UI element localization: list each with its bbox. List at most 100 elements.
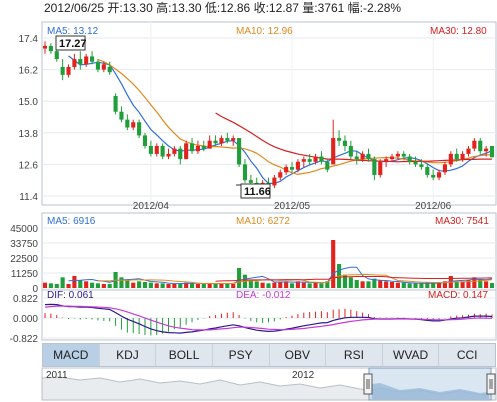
candlestick — [101, 61, 106, 73]
candlestick — [225, 132, 230, 144]
volume-tick-label: 33750 — [10, 239, 38, 250]
volume-bar — [54, 284, 59, 288]
volume-bar — [401, 282, 406, 288]
navigator-right-handle[interactable] — [486, 373, 496, 395]
tab-wvad[interactable]: WVAD — [383, 344, 440, 366]
price-tick-label: 15.0 — [19, 97, 39, 108]
candlestick — [360, 151, 365, 162]
candlestick — [448, 151, 453, 168]
quote-open: 13.30 — [123, 1, 153, 15]
indicator-tabs: MACD KDJ BOLL PSY OBV RSI WVAD CCI — [42, 343, 496, 367]
volume-bar — [289, 283, 295, 288]
volume-bar — [319, 283, 324, 288]
tab-macd[interactable]: MACD — [43, 344, 100, 366]
volume-ma10-legend: MA10: 6272 — [236, 216, 290, 227]
candlestick — [213, 135, 218, 146]
volume-ma5-line — [68, 266, 493, 285]
volume-bar — [48, 283, 53, 288]
volume-bar — [142, 282, 148, 288]
price-tick-label: 12.6 — [19, 160, 39, 171]
date-tick-label: 2012/06 — [415, 201, 452, 212]
candlestick — [284, 164, 289, 175]
candlestick — [407, 153, 412, 165]
volume-bar — [66, 284, 71, 288]
tab-rsi[interactable]: RSI — [326, 344, 383, 366]
volume-bar — [372, 278, 377, 288]
tab-obv[interactable]: OBV — [270, 344, 327, 366]
candlestick — [219, 135, 224, 146]
candlestick — [295, 159, 300, 173]
price-ma30-line — [215, 112, 492, 163]
navigator-left-handle[interactable] — [363, 373, 373, 395]
volume-bar — [466, 280, 471, 288]
candlestick — [131, 119, 136, 131]
candlestick — [60, 59, 65, 81]
candlestick — [454, 148, 459, 162]
volume-bar — [119, 277, 124, 288]
tab-psy[interactable]: PSY — [213, 344, 270, 366]
candlestick — [137, 119, 142, 139]
quote-header: 2012/06/25 开:13.30 高:13.30 低:12.86 收:12.… — [44, 0, 401, 15]
volume-bar — [301, 282, 306, 288]
volume-bar — [331, 240, 336, 288]
price-tick-label: 17.4 — [19, 34, 39, 45]
candlestick — [272, 174, 277, 189]
volume-bar — [395, 282, 400, 288]
volume-bar — [254, 281, 259, 288]
volume-tick-label: 11250 — [11, 269, 39, 280]
volume-bar — [42, 282, 48, 288]
candlestick — [331, 119, 336, 165]
candlestick — [484, 145, 489, 157]
candlestick — [372, 156, 377, 181]
volume-bar — [407, 283, 412, 288]
volume-bar — [107, 284, 112, 288]
tab-cci[interactable]: CCI — [456, 348, 478, 362]
candlestick — [231, 135, 236, 146]
candlestick — [401, 151, 406, 160]
candlestick — [72, 53, 77, 70]
candlestick — [95, 59, 100, 73]
volume-bar — [442, 281, 448, 288]
volume-bar — [354, 280, 359, 288]
macd-value-legend: MACD: 0.147 — [428, 290, 488, 301]
candlestick — [366, 148, 371, 162]
volume-bar — [84, 281, 89, 288]
volume-ma30-legend: MA30: 7541 — [435, 216, 489, 227]
volume-bar — [366, 281, 371, 288]
tab-boll[interactable]: BOLL — [156, 344, 213, 366]
candlestick — [460, 151, 465, 162]
candlestick — [142, 132, 148, 149]
quote-change: -2.28% — [363, 1, 401, 15]
candlestick — [113, 93, 118, 115]
volume-bar — [389, 282, 395, 288]
candlestick — [419, 159, 424, 170]
volume-bar — [489, 282, 495, 288]
volume-ma30-line — [215, 276, 493, 282]
macd-dif-legend: DIF: 0.061 — [47, 290, 94, 301]
candlestick — [42, 41, 48, 54]
volume-bar — [484, 281, 489, 288]
volume-bar — [160, 283, 165, 288]
volume-bar — [231, 284, 236, 288]
volume-bar — [472, 277, 477, 288]
candlestick — [342, 135, 348, 152]
volume-bar — [342, 274, 348, 288]
candlestick — [125, 114, 130, 131]
candlestick — [201, 140, 206, 152]
volume-bar — [413, 283, 418, 288]
tab-kdj[interactable]: KDJ — [100, 344, 157, 366]
volume-bar — [125, 280, 130, 288]
volume-bar — [60, 277, 65, 288]
volume-bar — [431, 282, 436, 288]
volume-bar — [166, 284, 171, 288]
candlestick — [242, 159, 248, 183]
volume-bar — [425, 282, 430, 288]
volume-bar — [201, 284, 206, 288]
quote-close: 12.87 — [269, 1, 299, 15]
svg-text:11.66: 11.66 — [244, 186, 271, 198]
volume-bar — [207, 283, 212, 288]
navigator-year-label: 2011 — [46, 370, 68, 381]
volume-bar — [307, 283, 312, 288]
quote-date: 2012/06/25 — [44, 1, 104, 15]
volume-bar — [137, 281, 142, 288]
